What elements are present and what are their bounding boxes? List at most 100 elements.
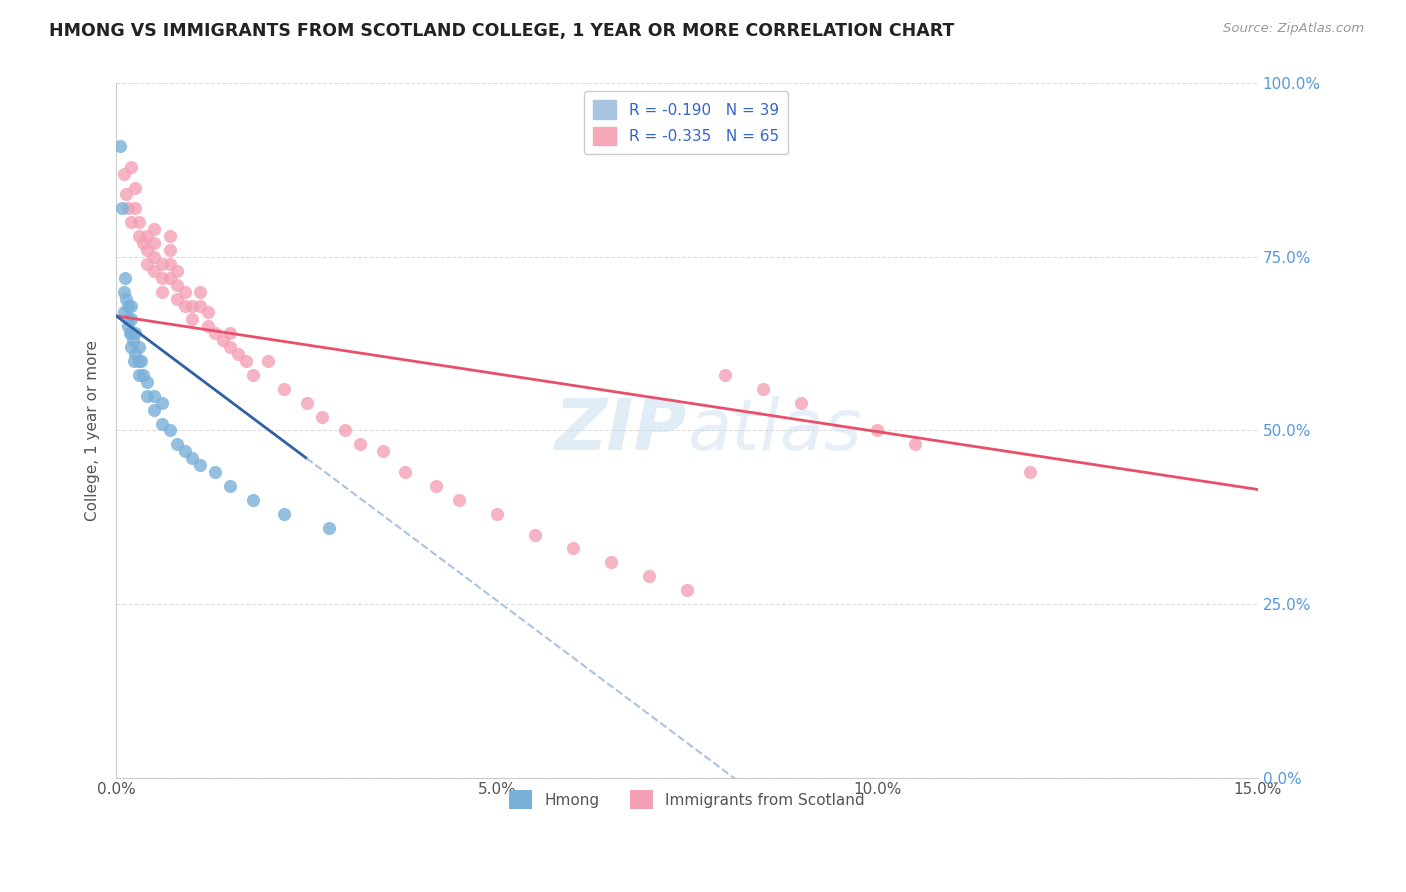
Point [752,382,775,396]
Point [132,236,155,251]
Point [904,437,927,451]
Point [197,319,219,334]
Text: ZIP: ZIP [555,396,688,465]
Point [121,160,143,174]
Point [159,229,181,244]
Point [188,299,211,313]
Point [219,340,242,354]
Point [226,347,249,361]
Point [143,389,166,403]
Point [124,347,146,361]
Point [211,333,233,347]
Point [112,167,135,181]
Point [866,424,889,438]
Point [181,451,204,466]
Point [117,319,139,334]
Point [135,243,157,257]
Point [333,424,356,438]
Point [150,270,173,285]
Point [242,492,264,507]
Point [425,479,447,493]
Point [135,389,157,403]
Point [197,305,219,319]
Point [128,215,150,229]
Point [150,395,173,409]
Point [150,417,173,431]
Point [561,541,583,556]
Y-axis label: College, 1 year or more: College, 1 year or more [86,340,100,521]
Point [159,257,181,271]
Point [108,139,131,153]
Point [118,326,141,341]
Point [714,368,737,382]
Point [115,187,138,202]
Point [257,354,280,368]
Point [122,333,145,347]
Point [128,229,150,244]
Point [121,299,143,313]
Point [638,569,661,583]
Point [121,312,143,326]
Text: atlas: atlas [688,396,862,465]
Point [166,277,188,292]
Point [371,444,394,458]
Point [173,285,195,299]
Point [219,326,242,341]
Point [121,340,143,354]
Point [600,555,623,569]
Point [242,368,264,382]
Point [150,257,173,271]
Point [124,326,146,341]
Point [114,270,136,285]
Point [124,202,146,216]
Point [349,437,371,451]
Point [311,409,333,424]
Point [115,292,138,306]
Point [128,354,150,368]
Point [318,521,340,535]
Text: Source: ZipAtlas.com: Source: ZipAtlas.com [1223,22,1364,36]
Point [235,354,257,368]
Point [132,368,155,382]
Point [117,312,139,326]
Point [111,202,134,216]
Point [128,368,150,382]
Point [166,292,188,306]
Point [188,285,211,299]
Point [150,285,173,299]
Point [143,250,166,264]
Point [295,395,318,409]
Point [135,375,157,389]
Point [112,285,135,299]
Point [117,299,139,313]
Point [204,465,226,479]
Point [135,257,157,271]
Point [173,299,195,313]
Point [159,270,181,285]
Point [447,492,470,507]
Point [394,465,416,479]
Point [273,507,295,521]
Point [159,243,181,257]
Point [128,340,150,354]
Point [122,354,145,368]
Point [173,444,195,458]
Point [143,264,166,278]
Text: HMONG VS IMMIGRANTS FROM SCOTLAND COLLEGE, 1 YEAR OR MORE CORRELATION CHART: HMONG VS IMMIGRANTS FROM SCOTLAND COLLEG… [49,22,955,40]
Point [124,180,146,194]
Point [523,527,546,541]
Point [485,507,508,521]
Point [121,326,143,341]
Point [135,229,157,244]
Point [273,382,295,396]
Point [166,264,188,278]
Point [676,583,699,598]
Point [129,354,152,368]
Point [181,299,204,313]
Point [143,402,166,417]
Point [204,326,226,341]
Point [112,305,135,319]
Point [121,215,143,229]
Point [159,424,181,438]
Point [790,395,813,409]
